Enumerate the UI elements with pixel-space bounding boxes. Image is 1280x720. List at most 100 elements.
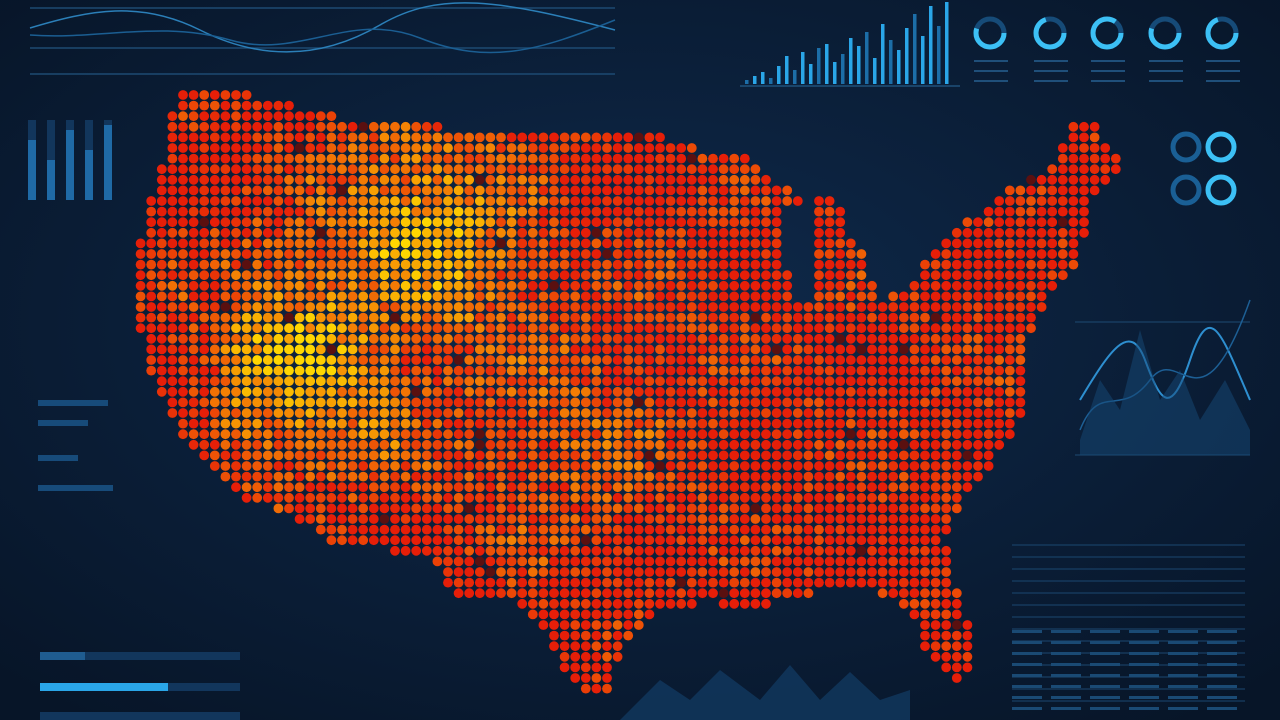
map-dot xyxy=(474,164,485,175)
map-dot xyxy=(474,408,485,418)
decor-bar xyxy=(865,32,869,84)
map-dot xyxy=(294,227,305,238)
map-dot xyxy=(729,227,740,238)
map-dot xyxy=(771,577,782,588)
map-dot xyxy=(559,535,570,546)
map-dot xyxy=(400,365,411,376)
map-dot xyxy=(527,408,538,418)
map-dot xyxy=(994,280,1005,291)
map-dot xyxy=(559,418,570,429)
map-dot xyxy=(1079,227,1089,238)
map-dot xyxy=(580,302,591,312)
map-dot xyxy=(432,365,443,376)
map-dot xyxy=(315,111,326,122)
map-dot xyxy=(496,418,506,429)
map-dot xyxy=(517,302,528,312)
map-dot xyxy=(273,302,284,312)
map-dot xyxy=(485,492,496,503)
map-dot xyxy=(602,153,612,164)
map-dot xyxy=(633,577,644,588)
map-dot xyxy=(453,174,464,185)
map-dot xyxy=(538,153,549,164)
map-dot xyxy=(962,471,973,482)
map-dot xyxy=(983,312,994,323)
map-dot xyxy=(1004,365,1015,376)
map-dot xyxy=(252,111,263,122)
map-dot xyxy=(421,386,432,397)
map-dot xyxy=(771,503,782,514)
map-dot xyxy=(506,259,517,270)
map-dot xyxy=(898,365,909,376)
map-dot xyxy=(814,503,824,514)
map-dot xyxy=(750,323,761,334)
map-dot xyxy=(538,174,549,185)
map-dot xyxy=(750,333,761,344)
map-dot xyxy=(644,450,655,461)
map-dot xyxy=(814,196,824,206)
map-dot xyxy=(962,312,973,323)
map-dot xyxy=(411,545,422,556)
map-dot xyxy=(602,683,612,694)
map-dot xyxy=(782,270,793,281)
map-dot xyxy=(485,143,496,153)
map-dot xyxy=(633,376,644,387)
map-dot xyxy=(358,143,369,153)
map-dot xyxy=(824,439,835,450)
map-dot xyxy=(315,333,326,344)
map-dot xyxy=(199,302,210,312)
map-dot xyxy=(814,461,824,471)
map-dot xyxy=(686,365,697,376)
map-dot xyxy=(273,344,284,355)
map-dot xyxy=(167,397,178,408)
map-dot xyxy=(400,153,411,164)
ring-caption xyxy=(1091,70,1125,72)
map-dot xyxy=(729,429,740,440)
map-dot xyxy=(750,344,761,355)
map-dot xyxy=(485,439,496,450)
map-dot xyxy=(199,418,210,429)
map-dot xyxy=(676,482,687,493)
map-dot xyxy=(167,164,178,175)
map-dot xyxy=(411,121,422,132)
map-dot xyxy=(485,344,496,355)
map-dot xyxy=(538,291,549,302)
map-dot xyxy=(898,408,909,418)
map-dot xyxy=(877,524,888,535)
map-dot xyxy=(994,376,1005,387)
map-dot xyxy=(951,280,962,291)
map-dot xyxy=(337,249,347,259)
map-dot xyxy=(474,471,485,482)
map-dot xyxy=(570,577,581,588)
map-dot xyxy=(347,535,358,546)
map-dot xyxy=(517,206,528,217)
map-dot xyxy=(845,429,856,440)
ring-caption xyxy=(1149,60,1183,62)
map-dot xyxy=(665,429,676,440)
map-dot xyxy=(390,333,400,344)
map-dot xyxy=(623,503,634,514)
map-dot xyxy=(814,556,824,567)
map-dot xyxy=(432,291,443,302)
map-dot xyxy=(739,217,750,228)
map-dot xyxy=(888,482,899,493)
map-dot xyxy=(665,355,676,365)
map-dot xyxy=(708,185,718,196)
map-dot xyxy=(782,397,793,408)
map-dot xyxy=(390,503,400,514)
map-dot xyxy=(485,545,496,556)
map-dot xyxy=(347,270,358,281)
map-dot xyxy=(474,365,485,376)
map-dot xyxy=(252,196,263,206)
map-dot xyxy=(517,249,528,259)
map-dot xyxy=(538,365,549,376)
map-dot xyxy=(792,397,803,408)
map-dot xyxy=(231,249,241,259)
map-dot xyxy=(517,588,528,599)
map-dot xyxy=(665,143,676,153)
map-dot xyxy=(400,302,411,312)
map-dot xyxy=(368,259,379,270)
map-dot xyxy=(538,376,549,387)
map-dot xyxy=(665,302,676,312)
map-dot xyxy=(517,471,528,482)
map-dot xyxy=(368,312,379,323)
